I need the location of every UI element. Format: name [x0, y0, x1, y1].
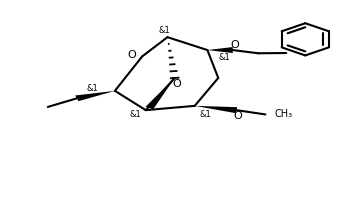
Text: &1: &1 [199, 110, 211, 119]
Text: O: O [234, 111, 242, 121]
Polygon shape [207, 47, 233, 53]
Polygon shape [195, 106, 237, 113]
Text: O: O [230, 40, 239, 50]
Text: &1: &1 [87, 84, 99, 93]
Text: &1: &1 [159, 26, 170, 35]
Text: O: O [172, 79, 181, 89]
Text: &1: &1 [218, 53, 230, 62]
Text: O: O [128, 50, 136, 60]
Text: CH₃: CH₃ [274, 110, 293, 119]
Polygon shape [146, 78, 175, 109]
Text: &1: &1 [130, 110, 141, 119]
Polygon shape [75, 91, 115, 101]
